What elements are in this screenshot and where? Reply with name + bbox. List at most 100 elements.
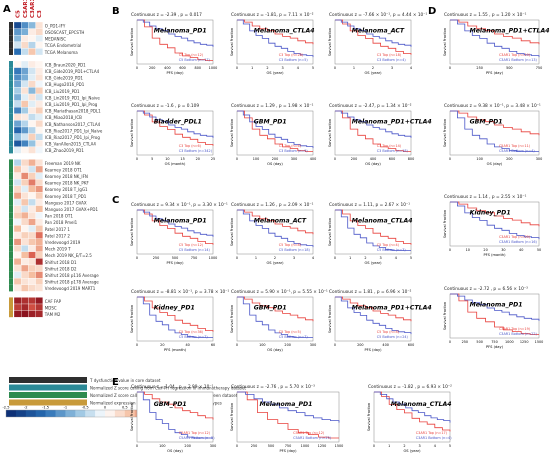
heatmap-cell [13,284,22,292]
heatmap-row-label: Kearney 2018 OT1 [45,167,83,172]
heatmap-row-label: Manguso 2017 GVAX+PD1 [45,207,99,212]
km-xtick: 30 [501,248,505,252]
row-group-bar [9,258,13,265]
km-xtick: 300 [536,157,542,161]
heatmap-cell [21,100,29,108]
km-xlabel: PFS (day) [279,449,297,453]
km-title: Melanoma_ACT [352,27,405,34]
row-group-bar [9,107,13,114]
heatmap-cell [28,185,36,193]
km-xtick: 1 [349,256,351,260]
km-panel: Continuous z = -1.81, p = 7.11 × 10⁻² Mel… [230,12,315,75]
km-xtick: 0 [449,66,451,70]
heatmap-row-label: CAF FAP [45,299,62,304]
heatmap-cell [35,21,43,29]
km-legend-bottom: C3AR1 Bottom (n=16) [499,240,538,244]
km-title: Melanoma_PD1 [154,217,207,224]
km-legend-bottom: C3 Bottom (n=9) [279,149,309,153]
row-group-bar [9,127,13,134]
heatmap-cell [13,310,22,318]
heatmap-cell [13,297,22,305]
heatmap-cell [21,21,29,29]
km-curve-bottom [137,110,214,138]
heatmap-row-label: MDSC [45,305,57,310]
km-panel: Continuous z = 9.34 × 10⁻¹, p = 3.30 × 1… [130,202,228,265]
heatmap-row-label: Kearney 2018 T_PD1 [45,194,87,199]
km-xtick: 3 [380,256,382,260]
heatmap-cell [13,179,22,186]
km-xtick: 0 [449,340,451,344]
km-title: Kidney_PD1 [470,209,511,216]
km-legend-top: C3AR1 Top (n=29) [499,235,531,239]
km-header: Continuous z = 1.55 , p = 1.20 × 10⁻¹ [444,12,527,18]
km-curve-bottom [450,19,540,58]
heatmap-cell [13,271,22,279]
heatmap-cell [21,278,29,285]
heatmap-cell [28,107,36,114]
heatmap-cell [35,140,43,147]
km-xtick: 1000 [505,340,514,344]
km-ylabel: Survival Fraction [130,119,134,147]
km-panel: Continuous z = -7.66 × 10⁻¹, p = 4.44 × … [328,12,428,75]
heatmap-cell [21,205,29,213]
km-xtick: 100 [476,157,482,161]
km-ylabel: Survival Fraction [130,28,134,56]
km-xtick: 200 [184,444,190,448]
row-group-bar [9,28,13,36]
km-xlabel: PFS (day) [486,345,504,349]
km-curve-bottom [374,391,451,423]
km-header: Continuous z = -8.81 × 10⁻¹, p = 3.78 × … [131,289,230,295]
heatmap-row-label: ICB_Lin2019_PD1_Ipi_Naive [45,95,101,100]
km-legend-bottom: C5 Bottom (n=14) [179,248,211,252]
km-legend-top: C3AR1 Top (n=19) [499,327,531,331]
km-legend-top: C5AR1 Top (n=12) [293,431,325,435]
km-legend-bottom: C5 Bottom (n=17) [179,58,211,62]
km-xtick: 750 [285,444,291,448]
km-xlabel: OS (day) [365,162,381,166]
km-panel: Continuous z = -1.6 , p = 0.109 Bladder_P… [130,103,215,166]
heatmap-cell [28,212,36,219]
km-ylabel: Survival Fraction [230,305,234,333]
heatmap-cell [13,107,22,114]
km-legend-top: C3 Top (n=28) [279,53,304,57]
heatmap-col-label: CSAR1 [23,0,29,18]
colorbar-cell [15,410,27,417]
km-curve-top [137,19,213,61]
heatmap-cell [35,271,43,279]
heatmap-col-label: C5 [16,10,22,18]
km-legend-bottom: C3 Bottom (n=342) [179,149,213,153]
colorbar-cell [45,410,56,417]
heatmap-cell [35,231,43,239]
km-curve-bottom [335,19,412,47]
km-header: Continuous z = -7.66 × 10⁻¹, p = 4.44 × … [329,12,428,18]
km-header: Continuous z = 1.81 , p = 6.96 × 10⁻² [329,289,412,295]
heatmap-cell [35,238,43,246]
km-xtick: 200 [272,157,278,161]
km-curve-bottom [237,19,314,58]
km-curve-bottom [137,209,214,237]
legend-text: Normalized Z score calling from Cox-PH r… [90,386,246,391]
colorbar-cell [105,410,116,417]
heatmap-cell [35,87,43,95]
km-xtick: 2 [403,444,405,448]
km-xlabel: OS (year) [403,449,421,453]
heatmap-cell [13,113,22,121]
colorbar-tick: -1.5 [42,406,49,410]
km-title: GBM_PD1 [470,118,503,125]
km-legend-bottom: C3 Bottom (n=4) [377,58,407,62]
heatmap-cell [35,303,43,311]
heatmap-row-label: ICB_Mariathasan2018_PDL1 [45,109,101,114]
heatmap-cell [13,60,22,68]
row-group-bar [9,61,13,68]
km-ylabel: Survival Fraction [443,210,447,238]
colorbar-cell [25,410,36,417]
row-group-bar [9,41,13,49]
heatmap-cell [35,60,43,68]
km-xtick: 0 [136,444,138,448]
heatmap-cell [13,35,22,42]
km-ylabel: Survival Fraction [328,305,332,333]
km-xtick: 20 [160,343,164,347]
heatmap-cell [35,74,43,81]
km-xtick: 0 [373,444,375,448]
heatmap-cell [35,41,43,49]
